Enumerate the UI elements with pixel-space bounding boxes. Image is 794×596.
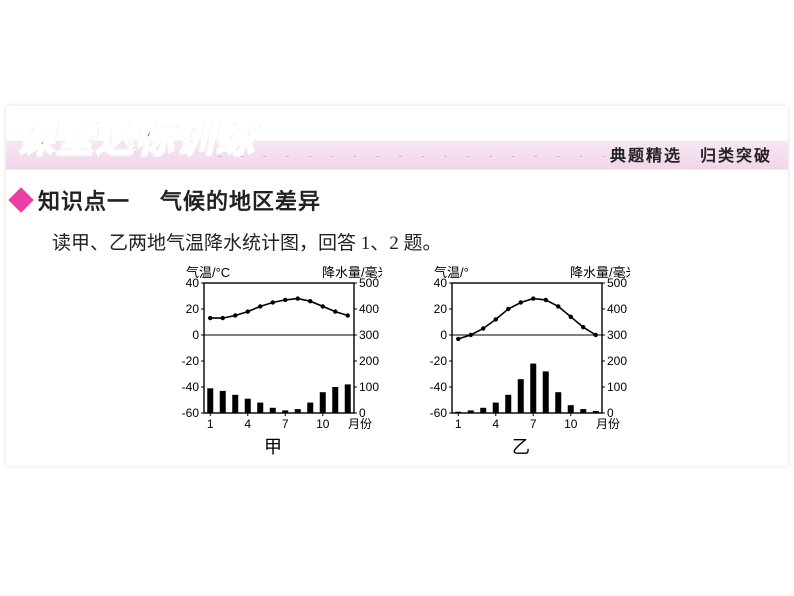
- svg-text:400: 400: [359, 302, 379, 316]
- diamond-icon: [8, 187, 33, 212]
- svg-text:降水量/毫米: 降水量/毫米: [570, 265, 630, 280]
- chart-label-yi: 乙: [412, 433, 630, 459]
- svg-text:100: 100: [359, 380, 379, 394]
- svg-text:-20: -20: [182, 354, 200, 368]
- kp-prefix: 知识点一: [38, 189, 130, 214]
- svg-text:4: 4: [244, 417, 251, 431]
- svg-text:200: 200: [607, 354, 627, 368]
- svg-text:1: 1: [455, 417, 462, 431]
- svg-text:-60: -60: [182, 406, 200, 420]
- svg-text:气温/°: 气温/°: [434, 265, 469, 280]
- svg-text:-40: -40: [430, 380, 448, 394]
- kp-title: 气候的地区差异: [160, 189, 321, 214]
- banner: 课堂达标训练 ● ● ● ● ● ● ● ● ● ● ● ● ● ● ● ● ●…: [6, 106, 788, 170]
- banner-dots: ● ● ● ● ● ● ● ● ● ● ● ● ● ● ● ● ● ● ● ● …: [216, 151, 608, 157]
- chart-svg-yi: -60-40-2002040010020030040050014710月份气温/…: [412, 261, 630, 431]
- svg-text:-40: -40: [182, 380, 200, 394]
- question-text: 读甲、乙两地气温降水统计图，回答 1、2 题。: [52, 228, 788, 255]
- chart-svg-jia: -60-40-2002040010020030040050014710月份气温/…: [164, 261, 382, 431]
- charts-container: -60-40-2002040010020030040050014710月份气温/…: [6, 261, 788, 459]
- banner-subtitle: 典题精选 归类突破: [610, 142, 772, 166]
- svg-text:-60: -60: [430, 406, 448, 420]
- svg-text:月份: 月份: [348, 417, 372, 431]
- svg-text:10: 10: [316, 417, 330, 431]
- chart-label-jia: 甲: [164, 433, 382, 459]
- knowledge-point-row: 知识点一 气候的地区差异: [12, 184, 788, 216]
- knowledge-point-text: 知识点一 气候的地区差异: [38, 184, 321, 216]
- svg-text:月份: 月份: [596, 417, 620, 431]
- svg-text:300: 300: [359, 328, 379, 342]
- chart-yi: -60-40-2002040010020030040050014710月份气温/…: [412, 261, 630, 459]
- svg-text:20: 20: [434, 302, 448, 316]
- chart-jia: -60-40-2002040010020030040050014710月份气温/…: [164, 261, 382, 459]
- svg-text:20: 20: [186, 302, 200, 316]
- svg-text:10: 10: [564, 417, 578, 431]
- svg-text:300: 300: [607, 328, 627, 342]
- svg-text:7: 7: [530, 417, 537, 431]
- svg-text:100: 100: [607, 380, 627, 394]
- svg-text:7: 7: [282, 417, 289, 431]
- svg-text:降水量/毫米: 降水量/毫米: [322, 265, 382, 280]
- svg-text:400: 400: [607, 302, 627, 316]
- svg-text:0: 0: [440, 328, 447, 342]
- svg-text:4: 4: [492, 417, 499, 431]
- svg-text:200: 200: [359, 354, 379, 368]
- svg-text:-20: -20: [430, 354, 448, 368]
- slide: 课堂达标训练 ● ● ● ● ● ● ● ● ● ● ● ● ● ● ● ● ●…: [6, 106, 788, 466]
- svg-text:0: 0: [192, 328, 199, 342]
- svg-text:1: 1: [207, 417, 214, 431]
- svg-text:气温/°C: 气温/°C: [186, 265, 230, 280]
